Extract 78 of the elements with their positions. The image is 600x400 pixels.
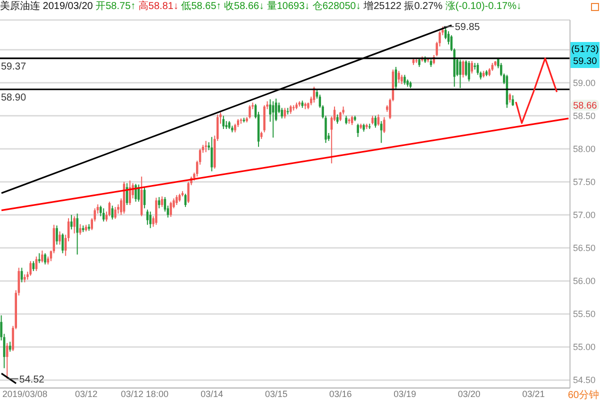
candlestick	[222, 115, 225, 130]
candlestick	[160, 196, 164, 208]
candlestick	[404, 74, 406, 86]
annotation: 59.85	[454, 22, 480, 34]
candlestick	[284, 107, 286, 119]
candlestick	[155, 197, 158, 226]
candlestick	[20, 267, 23, 283]
candlestick	[394, 66, 398, 91]
chart-title: 美原油连 2019/03/20	[0, 1, 93, 12]
ref-line-label: 59.37	[1, 61, 26, 72]
x-tick-label: 03/16	[329, 389, 352, 399]
x-tick-label: 03/12 18:00	[120, 389, 168, 399]
candlestick	[73, 216, 76, 234]
x-tick-label: 03/15	[264, 389, 288, 399]
text: (5173) 59.30	[571, 44, 599, 67]
candlestick	[204, 140, 208, 153]
y-tick-label: 55.00	[573, 342, 596, 352]
candlestick	[138, 184, 140, 202]
x-tick-label: 03/14	[200, 389, 224, 399]
candlestick	[41, 250, 44, 263]
candlestick	[377, 114, 380, 126]
candlestick	[176, 194, 178, 206]
candlestick	[476, 62, 479, 76]
candlestick	[114, 206, 116, 220]
y-tick-label: 58.00	[573, 144, 596, 154]
candlestick	[512, 94, 514, 106]
x-tick-label: 03/20	[458, 389, 480, 399]
y-tick-label: 58.50	[573, 110, 596, 121]
candlestick	[418, 57, 420, 68]
y-tick-label: 56.00	[573, 276, 596, 286]
y-tick-label: 59.00	[573, 78, 596, 88]
candlestick	[263, 104, 266, 133]
ref-line-label: 58.90	[1, 92, 26, 104]
candlestick	[29, 260, 32, 276]
line-series	[515, 58, 558, 124]
candlestick	[76, 213, 78, 256]
candlestick	[56, 224, 58, 246]
candlestick	[462, 60, 464, 78]
text: 60分钟	[568, 389, 599, 400]
annotation: 58.66	[573, 100, 597, 112]
x-tick-label: 2019/03/08	[2, 389, 48, 399]
candlestick	[459, 59, 462, 89]
candlestick	[6, 342, 8, 380]
candlestick	[62, 232, 64, 254]
candlestick	[170, 201, 172, 218]
candlestick	[508, 92, 512, 104]
candlestick	[398, 70, 400, 84]
candlestick	[32, 260, 35, 272]
candlestick	[356, 123, 360, 138]
candlestick	[468, 60, 470, 82]
candlestick	[272, 100, 274, 138]
candlestick	[58, 230, 61, 246]
candlestick	[134, 183, 137, 202]
candlestick	[383, 116, 386, 134]
x-tick-label: 03/19	[394, 389, 416, 399]
candlestick	[184, 193, 187, 208]
candlestick	[380, 120, 382, 144]
text: 开58.75↑ 高58.81↓ 低58.65↑ 收58.66↓ 量10693↓ 仓628050↓ 增25122 振0.27% 涨(-0.10)-0.17%↓	[96, 1, 522, 12]
y-tick-label: 54.50	[573, 375, 596, 386]
y-tick-label: 55.50	[573, 309, 596, 320]
candlestick	[8, 341, 12, 352]
candlestick	[102, 208, 105, 222]
candlestick	[70, 214, 73, 230]
candlestick	[248, 104, 251, 119]
candlestick	[35, 256, 38, 272]
candlestick	[143, 186, 146, 209]
candlestick	[38, 252, 40, 264]
candlestick	[400, 74, 403, 85]
y-tick-label: 57.00	[573, 210, 596, 220]
x-tick-label: 03/21	[522, 389, 545, 399]
annotation: 54.52	[19, 374, 45, 386]
candlestick	[79, 224, 82, 236]
candlestick	[350, 115, 354, 126]
candlestick	[44, 252, 46, 265]
candlestick	[210, 136, 213, 172]
y-tick-label: 56.50	[573, 242, 596, 253]
y-tick-label: 57.50	[573, 176, 596, 187]
x-tick-label: 03/12	[74, 389, 98, 399]
